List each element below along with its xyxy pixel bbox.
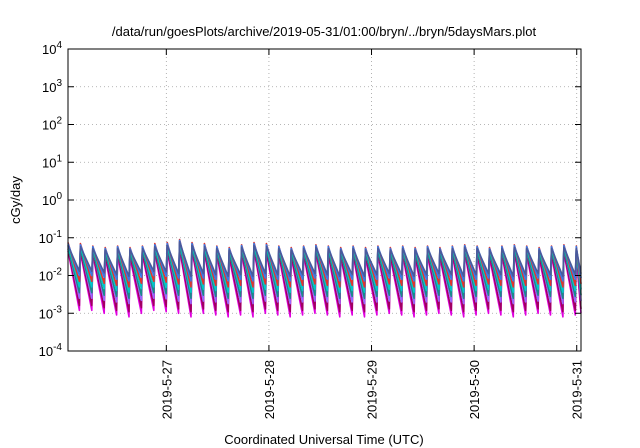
- x-tick-label: 2019-5-27: [159, 360, 174, 419]
- y-tick-label: 10-4: [39, 342, 63, 359]
- y-tick-exponent: 0: [56, 191, 62, 202]
- x-tick-label: 2019-5-29: [365, 360, 380, 419]
- y-tick-exponent: -3: [53, 304, 62, 315]
- y-tick-label: 10-3: [39, 304, 63, 321]
- y-axis-label: cGy/day: [8, 176, 23, 224]
- x-tick-label: 2019-5-30: [467, 360, 482, 419]
- series-line-8: [67, 241, 582, 278]
- y-tick-exponent: 2: [56, 116, 62, 127]
- y-tick-label: 101: [42, 153, 62, 170]
- y-tick-exponent: 1: [56, 153, 62, 164]
- x-axis-label: Coordinated Universal Time (UTC): [224, 432, 423, 447]
- ticks: [68, 48, 581, 352]
- y-tick-label: 104: [42, 40, 62, 57]
- y-tick-exponent: 3: [56, 78, 62, 89]
- series-group: [67, 238, 582, 318]
- chart-title: /data/run/goesPlots/archive/2019-05-31/0…: [112, 24, 537, 39]
- y-tick-label: 102: [42, 116, 62, 133]
- y-tick-label: 103: [42, 78, 62, 95]
- y-tick-exponent: 4: [56, 40, 62, 51]
- x-tick-label: 2019-5-28: [262, 360, 277, 419]
- y-tick-label: 100: [42, 191, 62, 208]
- y-tick-label: 10-2: [39, 267, 63, 284]
- grid: [68, 49, 581, 351]
- x-tick-label: 2019-5-31: [570, 360, 585, 419]
- y-tick-exponent: -1: [53, 229, 62, 240]
- y-tick-label: 10-1: [39, 229, 63, 246]
- y-tick-exponent: -2: [53, 267, 62, 278]
- y-tick-exponent: -4: [53, 342, 62, 353]
- x-tick-labels: 2019-5-27 2019-5-28 2019-5-29 2019-5-30 2019…: [159, 360, 584, 419]
